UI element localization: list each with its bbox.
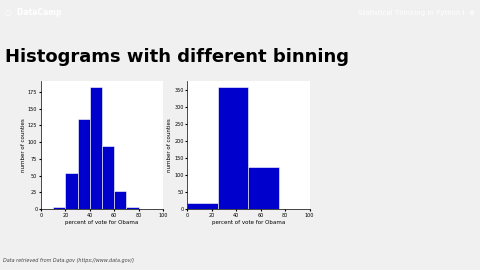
Bar xyxy=(249,167,279,209)
Bar xyxy=(102,146,114,209)
Bar xyxy=(218,87,249,209)
Bar xyxy=(187,203,218,209)
Bar xyxy=(114,191,127,209)
Y-axis label: number of counties: number of counties xyxy=(21,118,26,172)
Text: Data retrieved from Data.gov (https://www.data.gov/): Data retrieved from Data.gov (https://ww… xyxy=(3,258,134,263)
Text: Statistical Thinking in Python I  ⊕: Statistical Thinking in Python I ⊕ xyxy=(358,10,475,16)
Text: ○  DataCamp: ○ DataCamp xyxy=(5,8,61,17)
Bar xyxy=(78,119,90,209)
Bar xyxy=(90,87,102,209)
Bar xyxy=(53,207,65,209)
X-axis label: percent of vote for Obama: percent of vote for Obama xyxy=(65,220,139,225)
Text: Histograms with different binning: Histograms with different binning xyxy=(5,48,349,66)
Bar xyxy=(279,208,310,209)
Bar xyxy=(126,207,139,209)
X-axis label: percent of vote for Obama: percent of vote for Obama xyxy=(212,220,285,225)
Bar xyxy=(65,173,77,209)
Y-axis label: number of counties: number of counties xyxy=(167,118,172,172)
